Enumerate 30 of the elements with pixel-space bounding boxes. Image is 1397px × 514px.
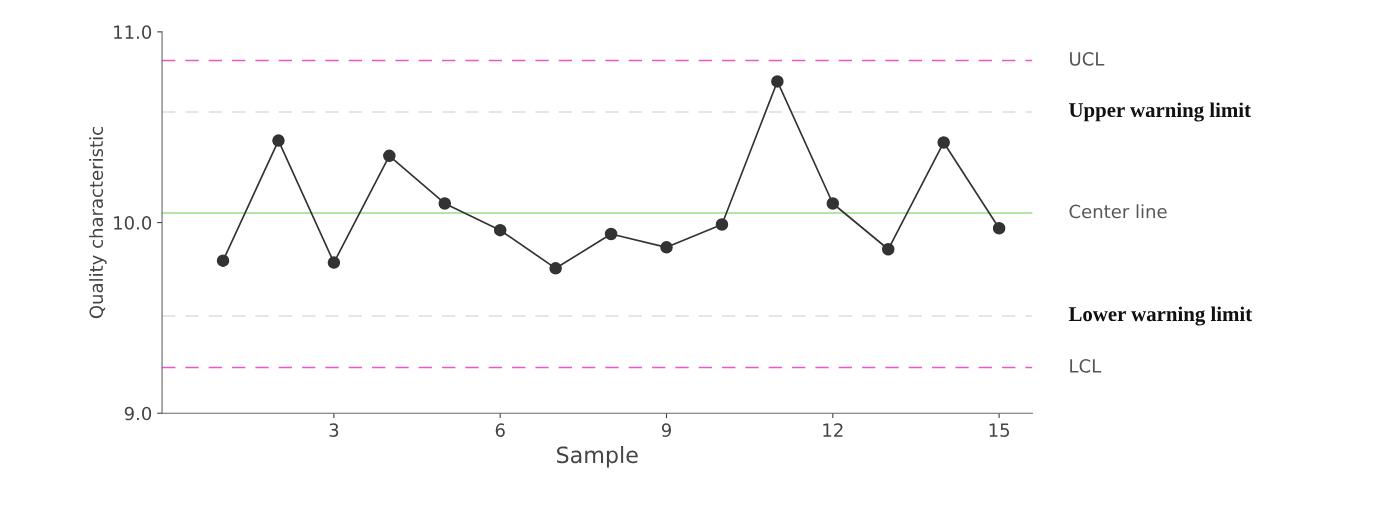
point (216, 254, 230, 267)
x-tick-label: 3 (329, 423, 339, 437)
ref-line-label: LCL (1070, 359, 1102, 373)
point (992, 222, 1006, 235)
point (438, 197, 452, 210)
point (604, 227, 618, 241)
point (882, 243, 895, 256)
y-tick-label: 11.0 (114, 25, 152, 39)
point (826, 197, 840, 210)
x-tick-label: 6 (495, 423, 505, 437)
ref-line-label: Center line (1069, 204, 1167, 219)
y-axis-title: Quality characteristic (89, 127, 107, 319)
x-tick-label: 15 (989, 423, 1010, 437)
point (383, 149, 396, 163)
ref-line-label: Upper warning limit (1069, 102, 1251, 122)
x-axis-title: Sample (557, 446, 638, 468)
point (327, 256, 341, 269)
point (771, 75, 784, 88)
y-tick-label: 10.0 (114, 216, 152, 230)
x-tick-label: 9 (661, 423, 671, 437)
x-tick-label: 12 (823, 423, 843, 437)
point (493, 223, 507, 237)
point (549, 262, 562, 275)
point (715, 218, 729, 231)
y-tick-label: 9.0 (124, 406, 152, 421)
point (272, 134, 285, 147)
ref-line-label: UCL (1070, 52, 1105, 66)
point (937, 136, 950, 149)
ref-line-label: Lower warning limit (1068, 306, 1253, 326)
point (660, 241, 673, 254)
